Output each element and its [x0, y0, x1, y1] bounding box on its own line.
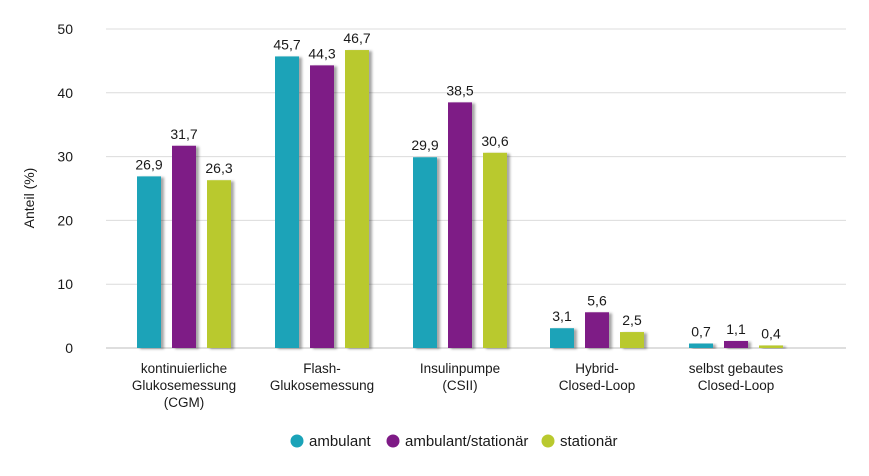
bar-ambulant-station-r	[585, 312, 609, 348]
bar-ambulant	[137, 176, 161, 348]
data-label: 31,7	[170, 126, 197, 142]
category-label: Flash-	[303, 361, 341, 376]
data-label: 0,7	[691, 324, 711, 340]
data-label: 2,5	[622, 312, 642, 328]
x-axis-categories: kontinuierliche Glukosemessung (CGM) Flash-…	[132, 361, 784, 410]
y-tick-label: 10	[57, 276, 73, 292]
category-label: kontinuierliche	[141, 361, 227, 376]
y-tick-label: 30	[57, 149, 73, 165]
bar-station-r	[345, 50, 369, 348]
bar-ambulant	[275, 56, 299, 349]
bar-station-r	[207, 180, 231, 348]
bar-ambulant	[413, 157, 437, 348]
legend-marker	[541, 434, 555, 448]
bar-ambulant-station-r	[448, 102, 472, 349]
y-tick-label: 20	[57, 212, 73, 228]
category-label: Glukosemessung	[270, 378, 374, 393]
data-label: 1,1	[726, 321, 746, 337]
data-label: 45,7	[273, 36, 300, 52]
bar-ambulant	[550, 328, 574, 348]
bar-station-r	[759, 345, 783, 348]
data-label: 26,3	[205, 160, 232, 176]
category-label: (CSII)	[442, 378, 477, 393]
bar-ambulant	[689, 343, 713, 348]
legend-label: ambulant/stationär	[405, 433, 528, 450]
data-label: 3,1	[552, 308, 572, 324]
data-label: 0,4	[761, 325, 781, 341]
category-label: Insulinpumpe	[420, 361, 500, 376]
category-label: Hybrid-	[575, 361, 619, 376]
y-axis-ticks: 0 10 20 30 40 50	[57, 21, 73, 356]
legend: ambulant ambulant/stationär stationär	[290, 433, 618, 450]
data-labels: 26,9 45,7 29,9 3,1 0,7 31,7 44,3 38,5 5,6 1,1 26,3…	[135, 30, 781, 341]
y-tick-label: 0	[65, 340, 73, 356]
data-label: 26,9	[135, 156, 162, 172]
data-label: 5,6	[587, 292, 607, 308]
bar-station-r	[620, 332, 644, 348]
y-axis-label: Anteil (%)	[21, 168, 37, 229]
legend-label: stationär	[560, 433, 618, 450]
legend-label: ambulant	[309, 433, 372, 450]
data-label: 29,9	[411, 137, 438, 153]
y-tick-label: 50	[57, 21, 73, 37]
y-tick-label: 40	[57, 85, 73, 101]
data-label: 38,5	[446, 82, 473, 98]
bar-ambulant-station-r	[310, 65, 334, 348]
data-label: 30,6	[481, 133, 508, 149]
category-label: (CGM)	[164, 395, 205, 410]
bars	[137, 50, 783, 349]
bar-ambulant-station-r	[172, 145, 196, 348]
category-label: Closed-Loop	[559, 378, 636, 393]
data-label: 46,7	[343, 30, 370, 46]
category-label: selbst gebautes	[689, 361, 784, 376]
data-label: 44,3	[308, 45, 335, 61]
legend-marker	[386, 434, 400, 448]
legend-marker	[290, 434, 304, 448]
category-label: Closed-Loop	[698, 378, 775, 393]
category-label: Glukosemessung	[132, 378, 236, 393]
bar-ambulant-station-r	[724, 340, 748, 348]
bar-station-r	[483, 152, 507, 348]
